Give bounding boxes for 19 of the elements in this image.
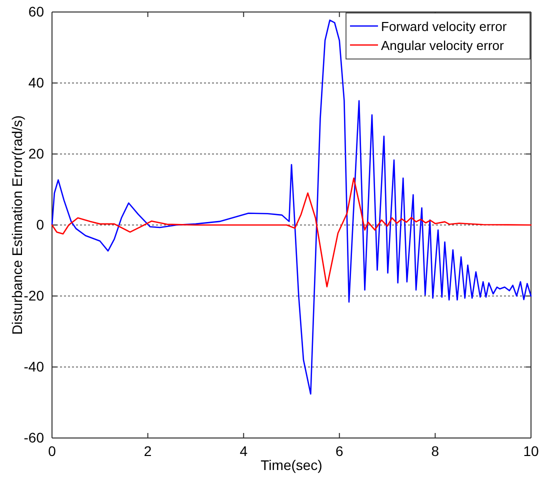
x-tick-label: 2 (144, 442, 152, 459)
x-axis-title: Time(sec) (260, 457, 322, 473)
legend-label: Forward velocity error (381, 19, 508, 34)
x-tick-label: 6 (336, 442, 344, 459)
y-tick-label: -20 (24, 287, 44, 304)
y-tick-label: -60 (24, 429, 44, 446)
y-tick-label: 20 (28, 145, 44, 162)
x-tick-label: 0 (48, 442, 56, 459)
legend-label: Angular velocity error (381, 38, 504, 53)
x-tick-label: 4 (240, 442, 248, 459)
line-series (51, 20, 532, 395)
x-tick-label: 10 (523, 442, 539, 459)
line-series (51, 177, 532, 288)
y-tick-label: -40 (24, 358, 44, 374)
y-tick-label: 40 (28, 74, 44, 90)
x-tick-label: 8 (431, 442, 440, 459)
y-axis-title: Disturbance Estimation Error(rad/s) (9, 115, 25, 335)
y-tick-label: 0 (36, 216, 44, 232)
y-tick-label: 60 (28, 3, 44, 20)
